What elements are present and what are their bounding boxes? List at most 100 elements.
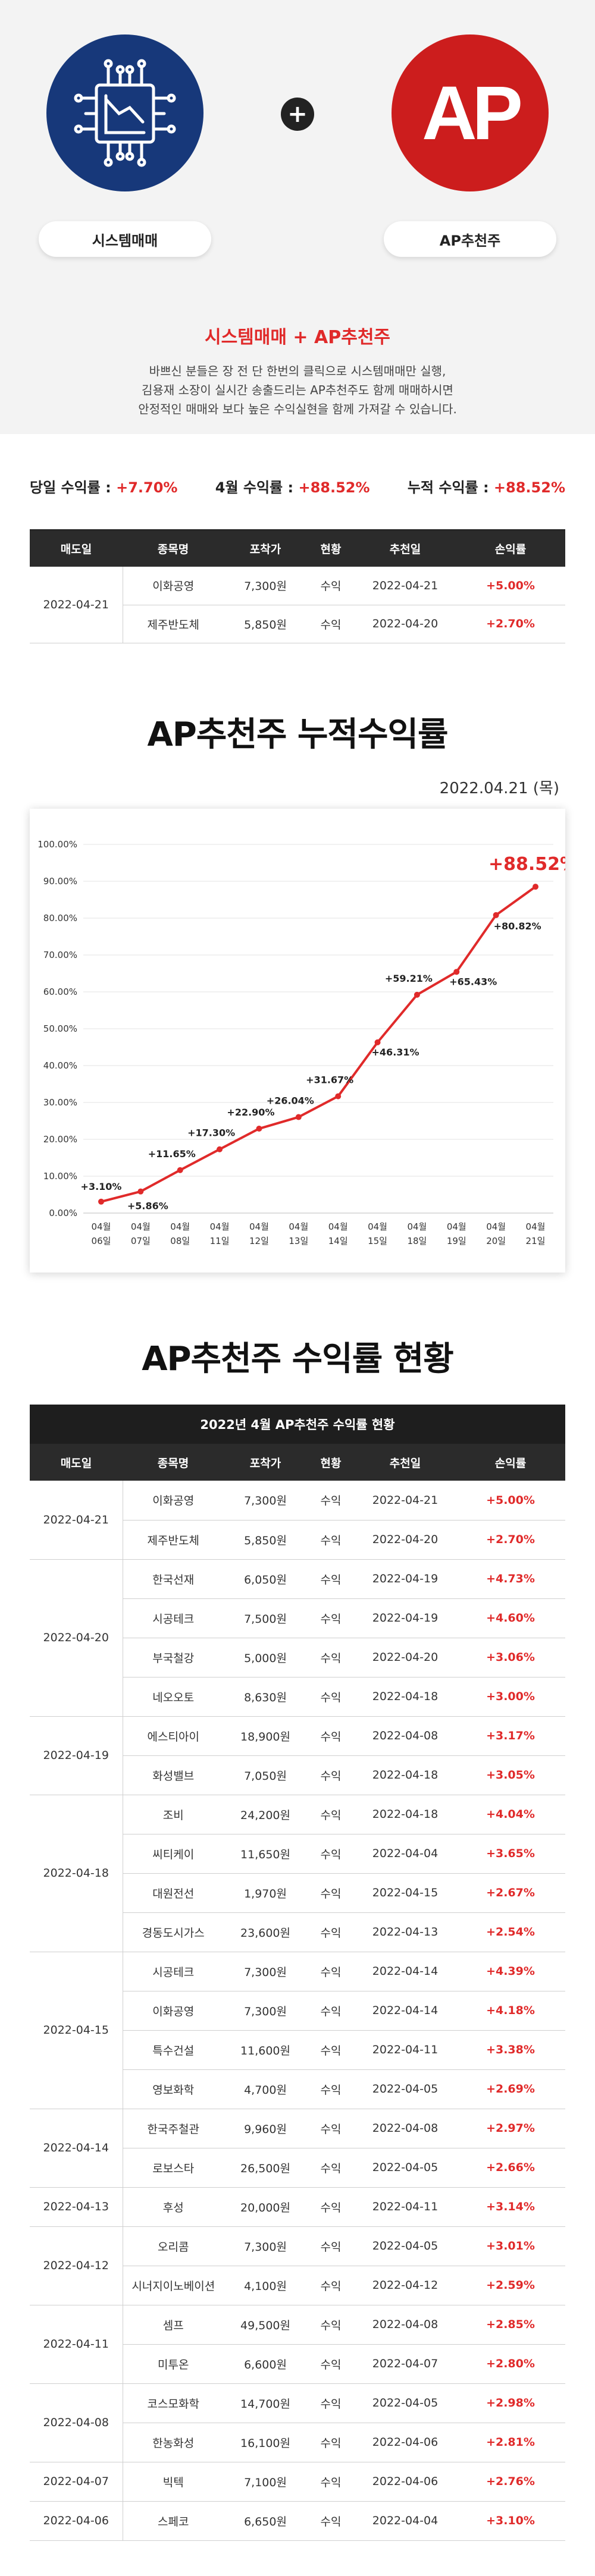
entry-price-cell: 7,500원 — [224, 1598, 307, 1638]
x-tick-label: 04월 — [210, 1221, 230, 1232]
column-header: 매도일 — [30, 1444, 123, 1481]
status-cell: 수익 — [307, 1598, 355, 1638]
entry-price-cell: 5,850원 — [224, 1520, 307, 1560]
cumulative-return: 누적 수익률 : +88.52% — [408, 476, 565, 497]
table-row: 이화공영 7,300원 수익 2022-04-14 +4.18% — [30, 1991, 565, 2031]
entry-price-cell: 11,650원 — [224, 1834, 307, 1874]
chart-date: 2022.04.21 (목) — [439, 780, 559, 797]
stock-name-cell: 특수건설 — [123, 2030, 224, 2070]
status-cell: 수익 — [307, 2462, 355, 2502]
entry-price-cell: 7,050원 — [224, 1755, 307, 1795]
entry-price-cell: 6,600원 — [224, 2344, 307, 2384]
sell-date-cell: 2022-04-21 — [30, 1481, 123, 1560]
column-header: 포착가 — [224, 530, 307, 567]
stock-name-cell: 이화공영 — [123, 567, 224, 605]
return-rate-cell: +5.00% — [456, 567, 565, 605]
x-tick-label: 13일 — [289, 1236, 308, 1246]
sell-date-cell: 2022-04-18 — [30, 1795, 123, 1952]
recommend-date-cell: 2022-04-20 — [355, 605, 456, 643]
stock-name-cell: 화성밸브 — [123, 1755, 224, 1795]
sell-date-cell: 2022-04-15 — [30, 1952, 123, 2109]
system-trading-logo-block: 시스템매매 — [36, 34, 214, 257]
x-tick-label: 04월 — [447, 1221, 466, 1232]
return-rate-cell: +3.38% — [456, 2030, 565, 2070]
recommend-date-cell: 2022-04-08 — [355, 2109, 456, 2148]
table-row: 2022-04-06 스페코 6,650원 수익 2022-04-04 +3.10% — [30, 2501, 565, 2541]
return-rate-cell: +4.39% — [456, 1952, 565, 1991]
status-cell: 수익 — [307, 2187, 355, 2227]
return-rate-cell: +2.69% — [456, 2069, 565, 2109]
status-cell: 수익 — [307, 1520, 355, 1560]
entry-price-cell: 7,300원 — [224, 1991, 307, 2031]
table-row: 2022-04-13 후성 20,000원 수익 2022-04-11 +3.14% — [30, 2187, 565, 2227]
table-row: 2022-04-15 시공테크 7,300원 수익 2022-04-14 +4.39% — [30, 1952, 565, 2109]
status-cell: 수익 — [307, 2109, 355, 2148]
sell-date-cell: 2022-04-11 — [30, 2305, 123, 2384]
return-rate-cell: +3.01% — [456, 2226, 565, 2266]
system-trading-logo — [46, 34, 203, 191]
x-tick-label: 14일 — [328, 1236, 348, 1246]
column-header: 현황 — [307, 1444, 355, 1481]
sell-date-cell: 2022-04-19 — [30, 1716, 123, 1795]
data-point — [256, 1126, 262, 1132]
entry-price-cell: 26,500원 — [224, 2148, 307, 2188]
data-point — [177, 1167, 183, 1173]
ap-recommend-label: AP추천주 — [384, 221, 556, 257]
recommend-date-cell: 2022-04-04 — [355, 2501, 456, 2541]
table-row: 부국철강 5,000원 수익 2022-04-20 +3.06% — [30, 1638, 565, 1677]
recommend-date-cell: 2022-04-15 — [355, 1873, 456, 1913]
recommend-date-cell: 2022-04-05 — [355, 2069, 456, 2109]
stock-name-cell: 미투온 — [123, 2344, 224, 2384]
status-cell: 수익 — [307, 2383, 355, 2423]
status-cell: 수익 — [307, 1481, 355, 1521]
y-tick-label: 80.00% — [43, 913, 77, 923]
return-rate-cell: +3.14% — [456, 2187, 565, 2227]
sell-date-cell: 2022-04-12 — [30, 2226, 123, 2305]
data-label: +59.21% — [385, 973, 433, 984]
table-row: 2022-04-14 한국주철관 9,960원 수익 2022-04-08 +2.97% — [30, 2109, 565, 2188]
entry-price-cell: 7,300원 — [224, 567, 307, 605]
return-rate-cell: +4.18% — [456, 1991, 565, 2031]
status-cell: 수익 — [307, 1952, 355, 1991]
status-cell: 수익 — [307, 1873, 355, 1913]
return-rate-cell: +2.59% — [456, 2266, 565, 2305]
data-label: +17.30% — [187, 1127, 235, 1139]
entry-price-cell: 11,600원 — [224, 2030, 307, 2070]
sell-date-cell: 2022-04-21 — [30, 567, 123, 643]
table-row: 제주반도체 5,850원 수익 2022-04-20 +2.70% — [30, 1520, 565, 1560]
data-point — [493, 912, 499, 918]
table-row: 로보스타 26,500원 수익 2022-04-05 +2.66% — [30, 2148, 565, 2188]
entry-price-cell: 8,630원 — [224, 1677, 307, 1717]
table-row: 특수건설 11,600원 수익 2022-04-11 +3.38% — [30, 2030, 565, 2070]
table-row: 2022-04-20 한국선재 6,050원 수익 2022-04-19 +4.73% — [30, 1559, 565, 1717]
data-point — [137, 1188, 144, 1195]
return-rate-cell: +2.54% — [456, 1912, 565, 1952]
x-tick-label: 04월 — [407, 1221, 427, 1232]
status-section-title: AP추천주 수익률 현황 — [142, 1340, 454, 1378]
monthly-return-value: +88.52% — [298, 479, 370, 496]
table-row: 미투온 6,600원 수익 2022-04-07 +2.80% — [30, 2344, 565, 2384]
recommend-date-cell: 2022-04-06 — [355, 2423, 456, 2462]
entry-price-cell: 4,100원 — [224, 2266, 307, 2305]
recommend-date-cell: 2022-04-08 — [355, 2305, 456, 2345]
return-rate-cell: +2.85% — [456, 2305, 565, 2345]
plus-icon: + — [281, 98, 314, 131]
data-point — [533, 884, 538, 890]
daily-return-value: +7.70% — [116, 479, 178, 496]
table-row: 제주반도체 5,850원 수익 2022-04-20 +2.70% — [30, 605, 565, 643]
table-row: 경동도시가스 23,600원 수익 2022-04-13 +2.54% — [30, 1912, 565, 1952]
y-tick-label: 60.00% — [43, 987, 77, 997]
return-rate-cell: +3.05% — [456, 1755, 565, 1795]
column-header: 종목명 — [123, 530, 224, 567]
entry-price-cell: 7,100원 — [224, 2462, 307, 2502]
status-cell: 수익 — [307, 1795, 355, 1834]
column-header: 현황 — [307, 530, 355, 567]
recommend-date-cell: 2022-04-08 — [355, 1716, 456, 1756]
entry-price-cell: 23,600원 — [224, 1912, 307, 1952]
stock-name-cell: 시공테크 — [123, 1598, 224, 1638]
table-row: 화성밸브 7,050원 수익 2022-04-18 +3.05% — [30, 1755, 565, 1795]
monthly-return-label: 4월 수익률 : — [215, 479, 299, 496]
column-header: 손익률 — [456, 1444, 565, 1481]
stock-name-cell: 한농화성 — [123, 2423, 224, 2462]
